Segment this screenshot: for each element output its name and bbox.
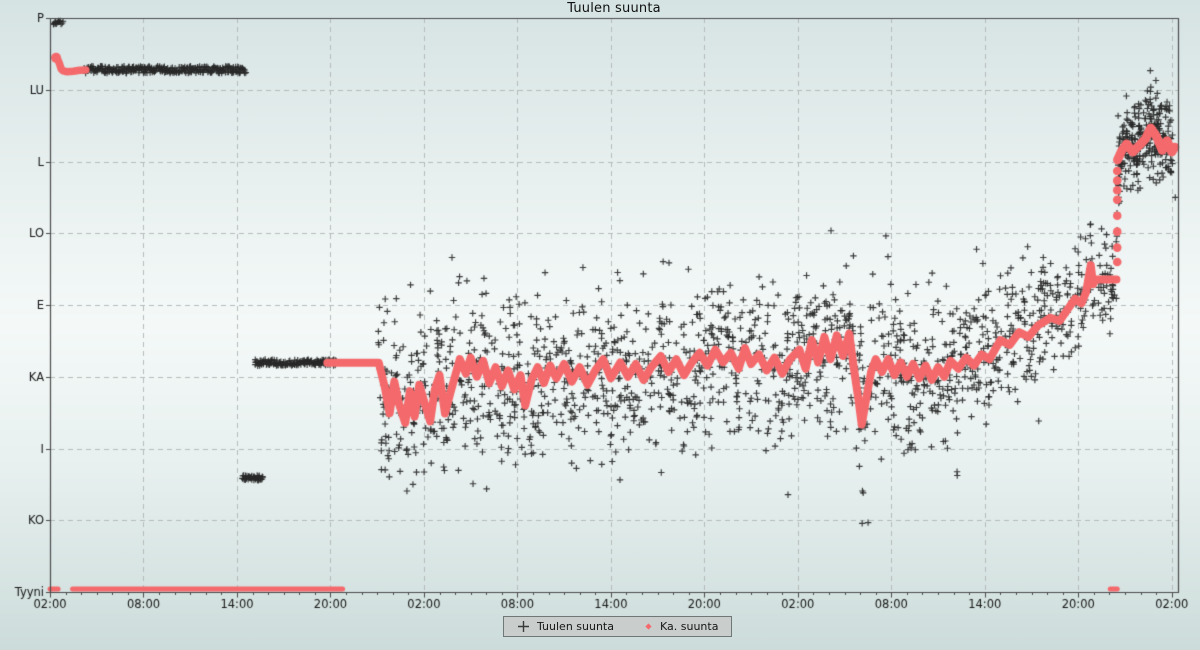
legend-item-tuulen-suunta[interactable]: Tuulen suunta (517, 620, 614, 633)
legend-label-tuulen-suunta: Tuulen suunta (537, 620, 614, 633)
diamond-marker-icon (644, 622, 653, 631)
chart-title: Tuulen suunta (567, 1, 661, 16)
legend-label-ka-suunta: Ka. suunta (659, 620, 719, 633)
legend-item-ka-suunta[interactable]: Ka. suunta (644, 620, 718, 633)
legend: Tuulen suunta Ka. suunta (503, 616, 733, 637)
plus-marker-icon (517, 620, 530, 633)
